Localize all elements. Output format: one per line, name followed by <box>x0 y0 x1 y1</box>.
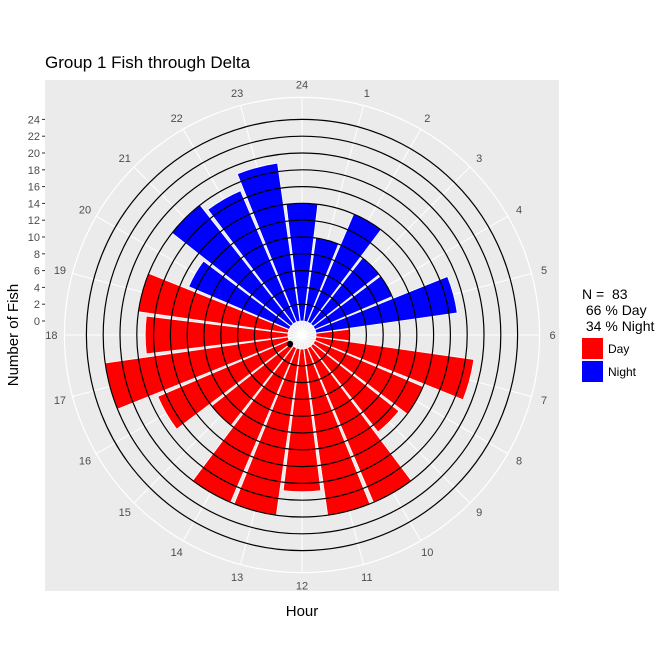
ring-8 <box>220 253 384 417</box>
y-axis-title: Number of Fish <box>5 284 22 387</box>
angular-tick-label-21: 21 <box>119 153 131 165</box>
angular-tick-label-2: 2 <box>424 113 430 125</box>
ring-overlay <box>85 118 519 552</box>
angular-tick-label-16: 16 <box>79 455 91 467</box>
legend-key-day <box>582 338 603 359</box>
bar-hour-9 <box>310 343 400 433</box>
radial-tick-label-4: 4 <box>34 282 40 294</box>
angular-tick-label-22: 22 <box>171 113 183 125</box>
angular-tick-label-17: 17 <box>54 395 66 407</box>
center-point <box>286 340 294 348</box>
radial-tick-label-14: 14 <box>28 198 40 210</box>
legend-label-night: Night <box>608 365 637 379</box>
legend-key-night <box>582 361 603 382</box>
ring-4 <box>253 286 351 384</box>
bar-hour-18 <box>144 315 289 355</box>
angular-tick-label-15: 15 <box>119 507 131 519</box>
angular-tick-label-10: 10 <box>421 547 433 559</box>
radial-tick-label-10: 10 <box>28 232 40 244</box>
ring-2 <box>270 303 334 367</box>
angular-tick-label-18: 18 <box>45 330 57 342</box>
angular-tick-label-23: 23 <box>231 88 243 100</box>
bar-hour-5 <box>314 275 458 334</box>
bar-hour-22 <box>207 190 298 325</box>
ring-6 <box>237 270 368 401</box>
angular-tick-label-19: 19 <box>54 265 66 277</box>
ring-24 <box>85 118 519 552</box>
angular-tick-label-5: 5 <box>541 265 547 277</box>
angular-tick-label-24: 24 <box>296 79 308 91</box>
radial-tick-label-2: 2 <box>34 299 40 311</box>
angular-tick-label-1: 1 <box>364 88 370 100</box>
radial-tick-label-24: 24 <box>28 114 40 126</box>
angular-tick-label-14: 14 <box>171 547 183 559</box>
ring-20 <box>119 152 485 518</box>
angular-tick-label-11: 11 <box>361 572 372 584</box>
polar-grid <box>63 96 541 574</box>
ring-14 <box>169 202 435 468</box>
radial-tick-label-16: 16 <box>28 182 40 194</box>
radial-tick-label-6: 6 <box>34 266 40 278</box>
ring-18 <box>136 169 468 501</box>
angular-tick-label-8: 8 <box>516 455 522 467</box>
legend-stat-n: N = 83 <box>582 286 628 302</box>
x-axis-title: Hour <box>286 603 319 620</box>
legend-label-day: Day <box>608 342 629 356</box>
radial-tick-label-18: 18 <box>28 165 40 177</box>
bar-hour-12 <box>282 348 322 493</box>
legend: N = 83 66 % Day 34 % Night Day Night <box>582 286 654 382</box>
legend-stat-night: 34 % Night <box>582 318 654 334</box>
radial-tick-label-20: 20 <box>28 148 40 160</box>
ring-10 <box>203 236 401 434</box>
angular-tick-label-13: 13 <box>231 572 243 584</box>
legend-stat-day: 66 % Day <box>582 302 647 318</box>
ring-22 <box>102 135 502 535</box>
chart-title: Group 1 Fish through Delta <box>45 53 251 72</box>
ring-12 <box>186 219 418 451</box>
ring-16 <box>153 186 451 484</box>
radial-tick-label-0: 0 <box>34 316 40 328</box>
angular-tick-label-9: 9 <box>476 507 482 519</box>
bars-group <box>104 162 475 516</box>
angular-tick-label-12: 12 <box>296 581 308 593</box>
angular-tick-label-3: 3 <box>476 153 482 165</box>
radial-tick-label-12: 12 <box>28 215 40 227</box>
bar-hour-20 <box>188 260 292 331</box>
angular-tick-label-4: 4 <box>516 205 522 217</box>
angular-tick-label-20: 20 <box>79 205 91 217</box>
radial-tick-label-8: 8 <box>34 249 40 261</box>
angular-tick-label-7: 7 <box>541 395 547 407</box>
angular-tick-label-6: 6 <box>550 330 556 342</box>
radial-tick-label-22: 22 <box>28 131 40 143</box>
